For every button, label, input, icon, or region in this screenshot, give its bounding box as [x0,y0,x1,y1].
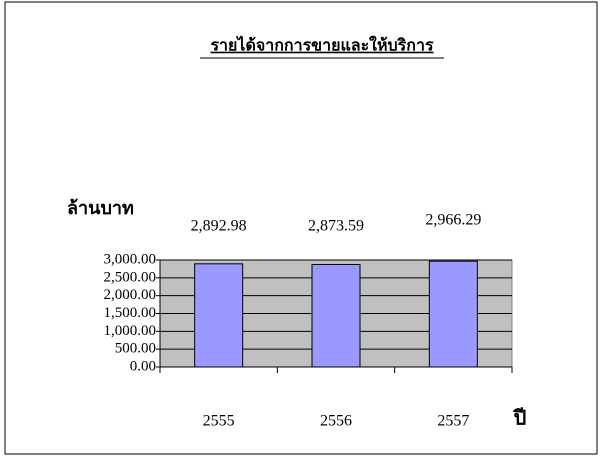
x-tick-label: 2557 [437,413,469,430]
data-label: 2,892.98 [191,218,247,235]
y-tick-label: 1,500.00 [104,305,157,321]
x-tick-label: 2556 [320,413,352,430]
y-tick-label: 2,500.00 [104,269,157,285]
bar [428,260,478,368]
y-axis-label: ล้านบาท [67,198,134,218]
y-tick-label: 1,000.00 [104,323,157,339]
x-axis-label: ปี [512,407,526,430]
y-tick-label: 0.00 [130,358,156,374]
chart-title: รายได้จากการขายและให้บริการ [210,36,433,55]
y-tick-label: 500.00 [115,341,156,357]
x-tick-label: 2555 [203,413,235,430]
chart-border [4,1,598,455]
bar [311,264,361,368]
y-tick-label: 2,000.00 [104,287,157,303]
data-label: 2,966.29 [425,212,481,229]
y-tick-label: 3,000.00 [104,251,157,267]
data-label: 2,873.59 [308,218,364,235]
bar [194,263,244,368]
